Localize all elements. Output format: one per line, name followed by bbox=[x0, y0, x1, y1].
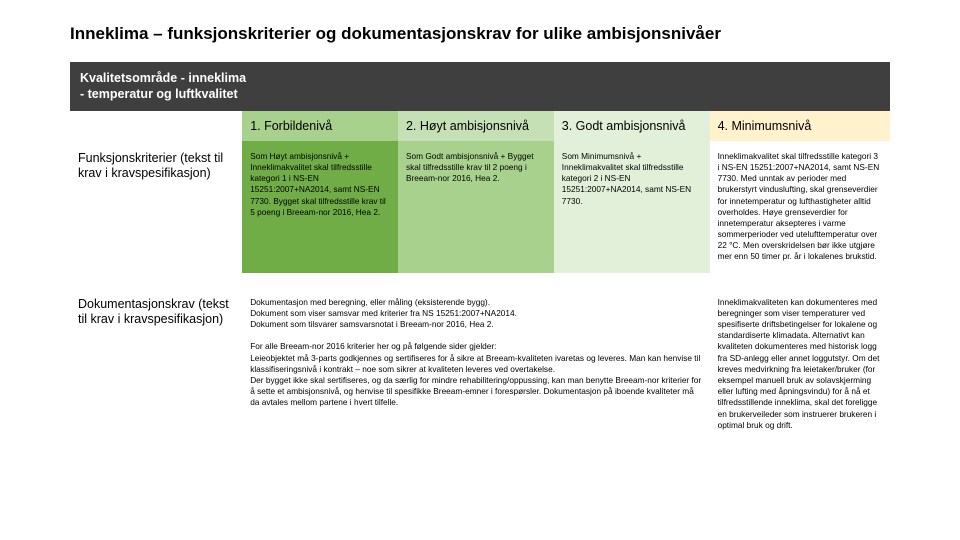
cell-r1-c4: Inneklimakvalitet skal tilfredsstille ka… bbox=[710, 141, 890, 273]
level-3-header: 3. Godt ambisjonsnivå bbox=[554, 111, 710, 141]
row-funksjonskriterier: Funksjonskriterier (tekst til krav i kra… bbox=[70, 141, 890, 273]
cell-r2-c123: Dokumentasjon med beregning, eller målin… bbox=[242, 287, 709, 441]
level-2-header: 2. Høyt ambisjonsnivå bbox=[398, 111, 554, 141]
row-label: Dokumentasjonskrav (tekst til krav i kra… bbox=[70, 287, 242, 441]
cell-r1-c2: Som Godt ambisjonsnivå + Bygget skal til… bbox=[398, 141, 554, 273]
banner-row: Kvalitetsområde - inneklima - temperatur… bbox=[70, 62, 890, 111]
banner-line2: - temperatur og luftkvalitet bbox=[80, 87, 238, 101]
level-header-row: 1. Forbildenivå 2. Høyt ambisjonsnivå 3.… bbox=[70, 111, 890, 141]
cell-r2-c4: Inneklimakvaliteten kan dokumenteres med… bbox=[710, 287, 890, 441]
page-title: Inneklima – funksjonskriterier og dokume… bbox=[70, 24, 890, 44]
cell-r1-c3: Som Minimumsnivå + Inneklimakvalitet ska… bbox=[554, 141, 710, 273]
level-1-header: 1. Forbildenivå bbox=[242, 111, 398, 141]
banner-line1: Kvalitetsområde - inneklima bbox=[80, 71, 246, 85]
row-dokumentasjonskrav: Dokumentasjonskrav (tekst til krav i kra… bbox=[70, 287, 890, 441]
cell-r1-c1: Som Høyt ambisjonsnivå + Inneklimakvalit… bbox=[242, 141, 398, 273]
row-label: Funksjonskriterier (tekst til krav i kra… bbox=[70, 141, 242, 273]
level-4-header: 4. Minimumsnivå bbox=[710, 111, 890, 141]
criteria-table: Kvalitetsområde - inneklima - temperatur… bbox=[70, 62, 890, 441]
empty-corner bbox=[70, 111, 242, 141]
banner-cell: Kvalitetsområde - inneklima - temperatur… bbox=[70, 62, 890, 111]
